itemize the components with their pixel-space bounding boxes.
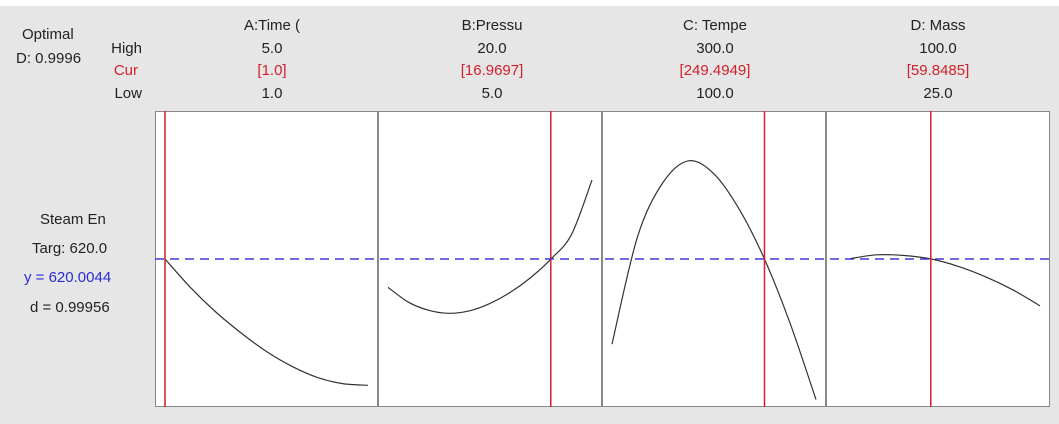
window-top-edge (0, 0, 1059, 6)
factor-b-name: B:Pressu (461, 17, 523, 34)
factor-b-current: [16.9697] (460, 62, 524, 79)
panel-4-response-curve (849, 254, 1041, 307)
panel-3-response-curve (611, 160, 817, 400)
factor-d-current: [59.8485] (906, 62, 970, 79)
response-name: Steam En (40, 211, 106, 228)
panel-3-border (602, 111, 826, 407)
response-d-value: d = 0.99956 (30, 299, 110, 316)
row-label-low: Low (114, 85, 142, 102)
factor-a-high: 5.0 (261, 40, 283, 57)
response-y-value: y = 620.0044 (24, 269, 112, 286)
optimal-title: Optimal (22, 26, 74, 43)
row-label-cur: Cur (113, 62, 138, 79)
factor-c-low: 100.0 (696, 85, 734, 102)
factor-b-high: 20.0 (477, 40, 507, 57)
panel-1-response-curve (164, 258, 369, 386)
factor-c-name: C: Tempe (683, 17, 747, 34)
factor-a-name: A:Time ( (243, 17, 301, 34)
factor-c-high: 300.0 (696, 40, 734, 57)
panel-4-border (826, 111, 1050, 407)
response-target: Targ: 620.0 (32, 240, 108, 257)
factor-d-name: D: Mass (910, 17, 966, 34)
factor-a-low: 1.0 (261, 85, 283, 102)
panel-2-border (378, 111, 602, 407)
factor-a-current: [1.0] (257, 62, 287, 79)
factor-b-low: 5.0 (481, 85, 503, 102)
factor-d-low: 25.0 (923, 85, 953, 102)
panel-2-response-curve (387, 179, 593, 314)
optimal-d-value: D: 0.9996 (16, 50, 82, 67)
row-label-high: High (111, 40, 142, 57)
factor-c-current: [249.4949] (679, 62, 751, 79)
factor-d-high: 100.0 (919, 40, 957, 57)
